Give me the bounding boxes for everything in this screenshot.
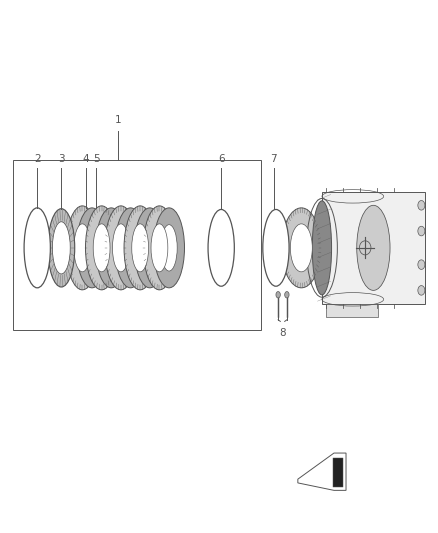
Ellipse shape (418, 260, 425, 270)
Ellipse shape (290, 224, 312, 272)
Ellipse shape (24, 208, 50, 288)
Text: 7: 7 (270, 154, 277, 164)
Bar (322, 192, 425, 304)
Text: 8: 8 (279, 328, 286, 338)
Ellipse shape (418, 226, 425, 236)
Ellipse shape (77, 208, 107, 288)
Ellipse shape (285, 292, 289, 298)
Text: 2: 2 (34, 154, 41, 164)
Ellipse shape (74, 224, 91, 272)
Ellipse shape (154, 208, 184, 288)
Text: 1: 1 (115, 115, 122, 125)
Ellipse shape (263, 209, 289, 286)
Ellipse shape (48, 209, 75, 287)
Ellipse shape (357, 205, 390, 290)
Ellipse shape (124, 206, 156, 290)
Bar (332, 457, 343, 487)
Ellipse shape (96, 208, 127, 288)
Ellipse shape (418, 200, 425, 210)
Ellipse shape (103, 225, 120, 271)
Ellipse shape (66, 206, 99, 290)
Text: 6: 6 (218, 154, 225, 164)
Ellipse shape (312, 201, 332, 295)
Ellipse shape (93, 224, 110, 272)
Ellipse shape (161, 225, 177, 271)
Ellipse shape (143, 206, 176, 290)
Ellipse shape (134, 208, 165, 288)
Ellipse shape (418, 286, 425, 295)
Bar (326, 304, 378, 317)
Text: 3: 3 (58, 154, 65, 164)
Ellipse shape (115, 208, 146, 288)
Polygon shape (298, 453, 346, 490)
Ellipse shape (208, 209, 234, 286)
Ellipse shape (132, 224, 148, 272)
Text: 5: 5 (93, 154, 100, 164)
Ellipse shape (113, 224, 129, 272)
Ellipse shape (105, 206, 137, 290)
Ellipse shape (53, 222, 70, 274)
Ellipse shape (84, 225, 100, 271)
Ellipse shape (282, 208, 321, 288)
Text: 4: 4 (82, 154, 89, 164)
Bar (13, 160, 261, 330)
Ellipse shape (122, 225, 139, 271)
Ellipse shape (85, 206, 118, 290)
Ellipse shape (141, 225, 158, 271)
Ellipse shape (151, 224, 168, 272)
Ellipse shape (276, 292, 280, 298)
